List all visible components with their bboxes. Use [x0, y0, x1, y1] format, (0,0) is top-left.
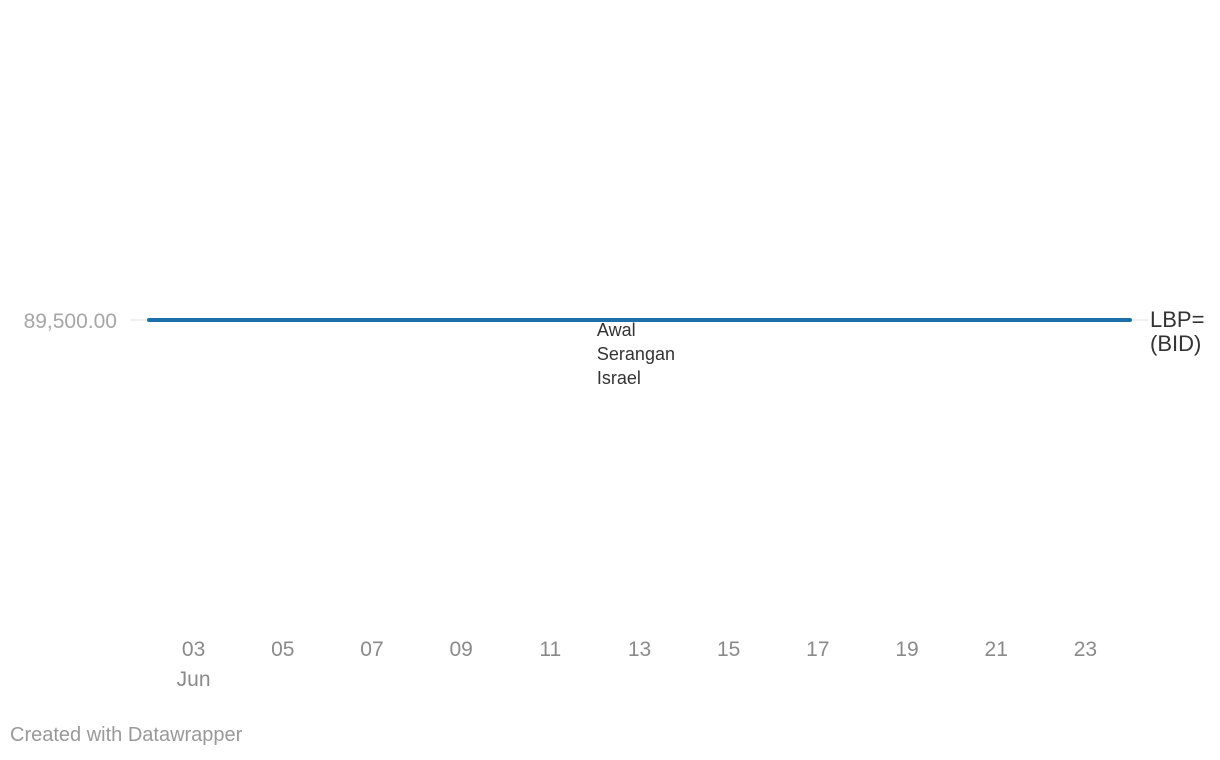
x-tick-label: 09: [449, 638, 472, 661]
x-tick-label: 07: [360, 638, 383, 661]
x-axis: 03 Jun 05 07 09 11 13 15 17 19 21 23: [177, 638, 1097, 691]
x-tick-label: 03: [182, 638, 205, 661]
x-tick-label: 15: [717, 638, 740, 661]
footer-credit: Created with Datawrapper: [10, 724, 243, 746]
series-label: LBP=: [1150, 307, 1204, 332]
x-tick-label: 13: [628, 638, 651, 661]
x-tick-label: 17: [806, 638, 829, 661]
x-tick-label: 21: [985, 638, 1008, 661]
y-axis: 89,500.00: [24, 310, 117, 333]
x-tick-label: 23: [1074, 638, 1097, 661]
annotation-text: Serangan: [597, 344, 675, 364]
x-tick-label: 19: [895, 638, 918, 661]
y-tick-label: 89,500.00: [24, 310, 117, 333]
series-label: (BID): [1150, 331, 1201, 356]
x-tick-label: 05: [271, 638, 294, 661]
annotation-text: Israel: [597, 368, 641, 388]
label-layer: LBP=(BID) Awal Serangan Israel: [597, 307, 1205, 388]
annotation-text: Awal: [597, 320, 636, 340]
x-tick-sublabel: Jun: [177, 668, 211, 691]
x-tick-label: 11: [539, 638, 561, 661]
